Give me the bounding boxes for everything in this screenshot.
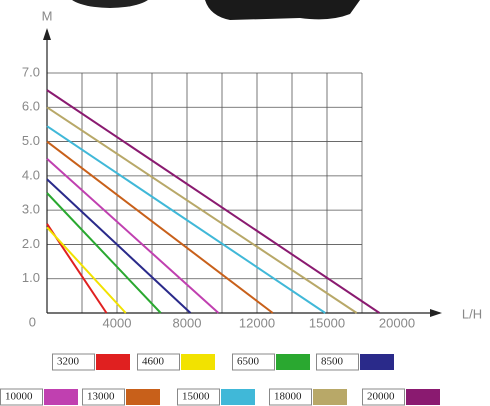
legend-label: 4600 xyxy=(142,356,165,368)
series-line xyxy=(46,106,358,314)
legend-item: 15000 xyxy=(177,388,255,406)
y-tick-label: 4.0 xyxy=(22,167,40,182)
legend-box xyxy=(177,388,220,406)
y-tick-label: 6.0 xyxy=(22,99,40,114)
legend-box xyxy=(232,353,275,371)
legend-item: 10000 xyxy=(0,388,78,406)
legend-label: 20000 xyxy=(367,391,395,403)
series-line xyxy=(46,226,127,314)
legend-swatch xyxy=(126,389,160,405)
series-line xyxy=(46,192,162,314)
x-tick-label: 4000 xyxy=(103,315,132,330)
legend-item: 13000 xyxy=(82,388,160,406)
legend-swatch xyxy=(276,354,310,370)
legend-label: 13000 xyxy=(87,391,115,403)
legend-item: 18000 xyxy=(269,388,347,406)
legend-item: 6500 xyxy=(232,353,310,371)
y-tick-label: 5.0 xyxy=(22,133,40,148)
x-tick-label: 12000 xyxy=(239,315,275,330)
legend-label: 3200 xyxy=(57,356,80,368)
pump-part xyxy=(72,0,148,8)
legend-item: 4600 xyxy=(137,353,215,371)
legend-swatch xyxy=(44,389,78,405)
legend-swatch xyxy=(96,354,130,370)
legend-swatch xyxy=(181,354,215,370)
legend-box xyxy=(82,388,125,406)
y-tick-label: 0 xyxy=(29,314,36,329)
legend-label: 18000 xyxy=(274,391,302,403)
legend-swatch xyxy=(313,389,347,405)
legend-label: 6500 xyxy=(237,356,260,368)
legend-label: 15000 xyxy=(182,391,210,403)
x-tick-label: 20000 xyxy=(379,315,415,330)
legend-swatch xyxy=(406,389,440,405)
y-tick-label: 3.0 xyxy=(22,202,40,217)
legend-label: 10000 xyxy=(5,391,33,403)
series-line xyxy=(46,89,381,314)
legend-swatch xyxy=(221,389,255,405)
legend-item: 3200 xyxy=(52,353,130,371)
y-tick-label: 2.0 xyxy=(22,236,40,251)
x-tick-label: 15000 xyxy=(309,315,345,330)
x-tick-label: 8000 xyxy=(173,315,202,330)
legend-box xyxy=(362,388,405,406)
y-tick-label: 1.0 xyxy=(22,270,40,285)
legend-item: 8500 xyxy=(316,353,394,371)
y-axis-arrow xyxy=(43,28,51,40)
x-axis-label: L/H xyxy=(462,306,482,321)
x-axis-arrow xyxy=(430,309,442,317)
series-line xyxy=(46,157,220,314)
legend-box xyxy=(137,353,180,371)
pump-part xyxy=(205,0,360,20)
y-axis-label: M xyxy=(42,8,53,23)
pump-photo xyxy=(72,0,360,20)
series-line xyxy=(46,140,274,314)
legend-item: 20000 xyxy=(362,388,440,406)
legend-label: 8500 xyxy=(321,356,344,368)
legend-box xyxy=(269,388,312,406)
legend-box xyxy=(0,388,43,406)
legend-swatch xyxy=(360,354,394,370)
series-line xyxy=(46,178,192,314)
legend-box xyxy=(316,353,359,371)
legend-box xyxy=(52,353,95,371)
y-tick-label: 7.0 xyxy=(22,64,40,79)
series-line xyxy=(46,125,326,314)
